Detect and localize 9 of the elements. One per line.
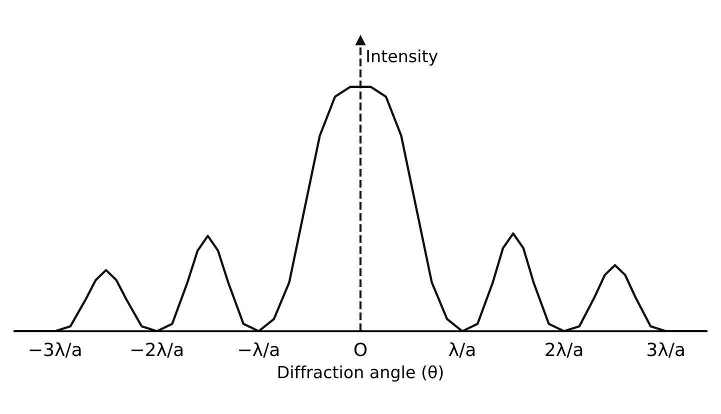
x-tick-label: 2λ/a (546, 342, 582, 358)
x-axis-title: Diffraction angle (θ) (278, 365, 443, 382)
x-tick-label: 3λ/a (648, 342, 684, 358)
x-tick-label: O (354, 342, 367, 356)
x-tick-label: λ/a (448, 342, 475, 358)
y-axis-title: Intensity (367, 49, 438, 66)
x-tick-label: −2λ/a (132, 342, 183, 358)
x-tick-label: −λ/a (239, 342, 279, 358)
x-tick-label: −3λ/a (30, 342, 81, 358)
